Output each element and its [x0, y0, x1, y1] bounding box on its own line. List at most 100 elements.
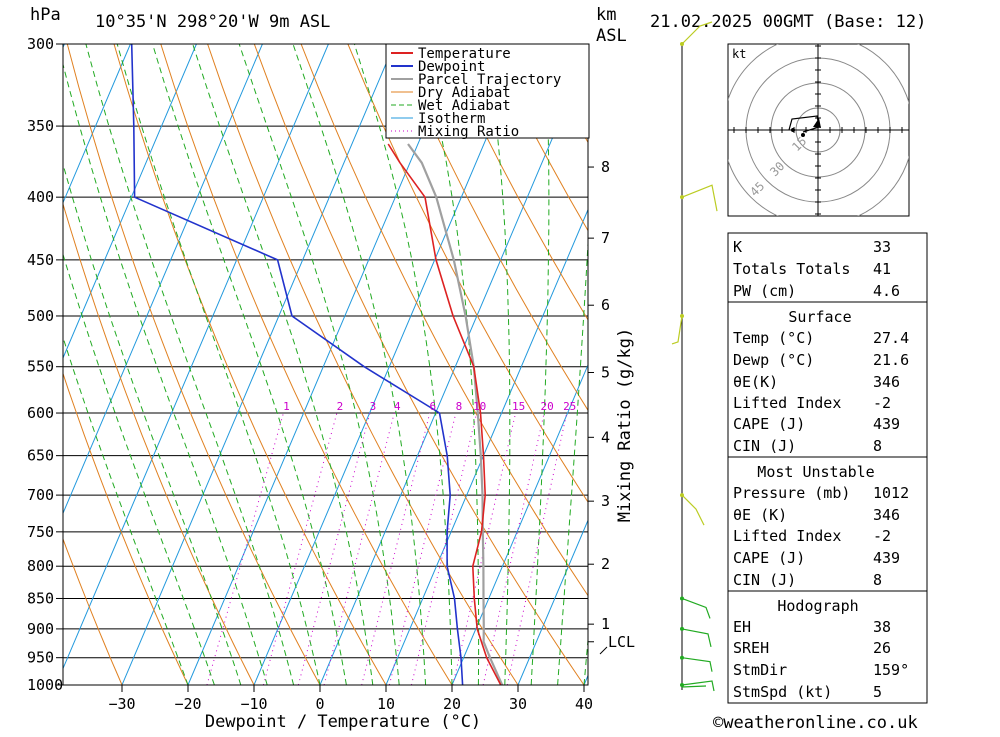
k-index-value: 33	[873, 238, 891, 256]
mixing-ratio-label: 10	[473, 400, 486, 413]
surface-theta-e-value: 346	[873, 373, 900, 391]
mixing-ratio-label: 3	[370, 400, 377, 413]
totals-totals-value: 41	[873, 260, 891, 278]
surface-cape-value: 439	[873, 415, 900, 433]
temperature-tick-label: −30	[108, 695, 135, 713]
mu-pressure-label: Pressure (mb)	[733, 484, 850, 502]
temperature-tick-label: −10	[240, 695, 267, 713]
surface-dewp-label: Dewp (°C)	[733, 351, 814, 369]
surface-cin-label: CIN (J)	[733, 437, 796, 455]
surface-cin-value: 8	[873, 437, 882, 455]
pressure-tick-label: 550	[27, 358, 54, 376]
dry-adiabat-line	[21, 44, 255, 685]
stmspd-label: StmSpd (kt)	[733, 683, 832, 701]
hodograph-point	[791, 128, 795, 132]
location-title: 10°35'N 298°20'W 9m ASL	[95, 12, 330, 32]
dry-adiabat-line	[208, 44, 518, 685]
hodograph-unit-label: kt	[732, 47, 746, 61]
wet-adiabat-line	[86, 44, 294, 685]
height-tick-label: 8	[601, 158, 610, 176]
most-unstable-title: Most Unstable	[757, 463, 874, 481]
asl-unit-label: ASL	[596, 26, 627, 46]
mixing-ratio-label: 15	[512, 400, 525, 413]
wind-barb	[682, 495, 704, 525]
pressure-tick-label: 300	[27, 35, 54, 53]
height-tick-label: 5	[601, 364, 610, 382]
km-unit-label: km	[596, 5, 616, 25]
lcl-label: LCL	[608, 633, 635, 651]
surface-temp-value: 27.4	[873, 329, 909, 347]
mixing-ratio-line	[207, 413, 283, 685]
pressure-tick-label: 450	[27, 251, 54, 269]
surface-theta-e-label: θE(K)	[733, 373, 778, 391]
totals-totals-label: Totals Totals	[733, 260, 850, 278]
mixing-ratio-label: 2	[337, 400, 344, 413]
wind-barb	[682, 598, 710, 618]
stmdir-label: StmDir	[733, 661, 787, 679]
surface-temp-label: Temp (°C)	[733, 329, 814, 347]
wet-adiabat-line	[558, 44, 597, 685]
datetime-title: 21.02.2025 00GMT (Base: 12)	[650, 12, 926, 32]
surface-li-label: Lifted Index	[733, 394, 841, 412]
mixing-ratio-axis-title: Mixing Ratio (g/kg)	[615, 328, 635, 522]
mu-cin-value: 8	[873, 571, 882, 589]
mu-theta-e-label: θE (K)	[733, 506, 787, 524]
temperature-tick-label: 0	[315, 695, 324, 713]
mixing-ratio-label: 25	[563, 400, 576, 413]
stmspd-value: 5	[873, 683, 882, 701]
mixing-ratio-label: 6	[429, 400, 436, 413]
dry-adiabat-line	[348, 44, 716, 685]
dry-adiabat-line	[161, 44, 452, 685]
isotherm-line	[0, 44, 130, 685]
pressure-tick-label: 400	[27, 188, 54, 206]
mixing-ratio-line	[362, 413, 430, 685]
wet-adiabat-line	[153, 44, 347, 685]
sounding-series	[132, 44, 503, 685]
wet-adiabat-line	[486, 44, 510, 685]
mu-theta-e-value: 346	[873, 506, 900, 524]
mixing-ratio-label: 1	[283, 400, 290, 413]
height-tick-label: 3	[601, 492, 610, 510]
pressure-tick-label: 500	[27, 307, 54, 325]
wet-adiabat-line	[117, 44, 320, 685]
mixing-ratio-label: 20	[540, 400, 553, 413]
pressure-tick-label: 950	[27, 649, 54, 667]
wind-barb	[682, 185, 717, 211]
wind-barb	[682, 658, 712, 672]
hodograph-point	[801, 133, 805, 137]
stmdir-value: 159°	[873, 661, 909, 679]
legend: Temperature Dewpoint Parcel Trajectory D…	[386, 44, 589, 140]
temperature-tick-label: 40	[575, 695, 593, 713]
pw-label: PW (cm)	[733, 282, 796, 300]
wind-barb	[672, 316, 682, 344]
wind-barb	[682, 681, 714, 691]
height-tick-label: 6	[601, 296, 610, 314]
surface-cape-label: CAPE (J)	[733, 415, 805, 433]
pressure-tick-label: 800	[27, 557, 54, 575]
pressure-tick-label: 700	[27, 486, 54, 504]
x-axis-title: Dewpoint / Temperature (°C)	[205, 712, 481, 732]
mu-cape-value: 439	[873, 549, 900, 567]
wet-adiabat-line	[354, 44, 452, 685]
wind-barb	[682, 629, 711, 647]
pressure-tick-label: 600	[27, 404, 54, 422]
sreh-label: SREH	[733, 639, 769, 657]
sreh-value: 26	[873, 639, 891, 657]
dry-adiabat-line	[909, 44, 1000, 685]
k-index-label: K	[733, 238, 742, 256]
lcl-tick	[600, 647, 607, 654]
hodograph: kt 15 30 45	[723, 35, 913, 225]
footer-credit: ©weatheronline.co.uk	[713, 713, 918, 733]
isotherm-line	[122, 44, 394, 685]
temperature-tick-label: −20	[174, 695, 201, 713]
eh-label: EH	[733, 618, 751, 636]
mixing-ratio-label: 4	[394, 400, 401, 413]
surface-li-value: -2	[873, 394, 891, 412]
temperature-tick-label: 30	[509, 695, 527, 713]
eh-value: 38	[873, 618, 891, 636]
indices-table: K 33 Totals Totals 41 PW (cm) 4.6 Surfac…	[728, 233, 927, 703]
height-tick-label: 4	[601, 428, 610, 446]
mu-cape-label: CAPE (J)	[733, 549, 805, 567]
